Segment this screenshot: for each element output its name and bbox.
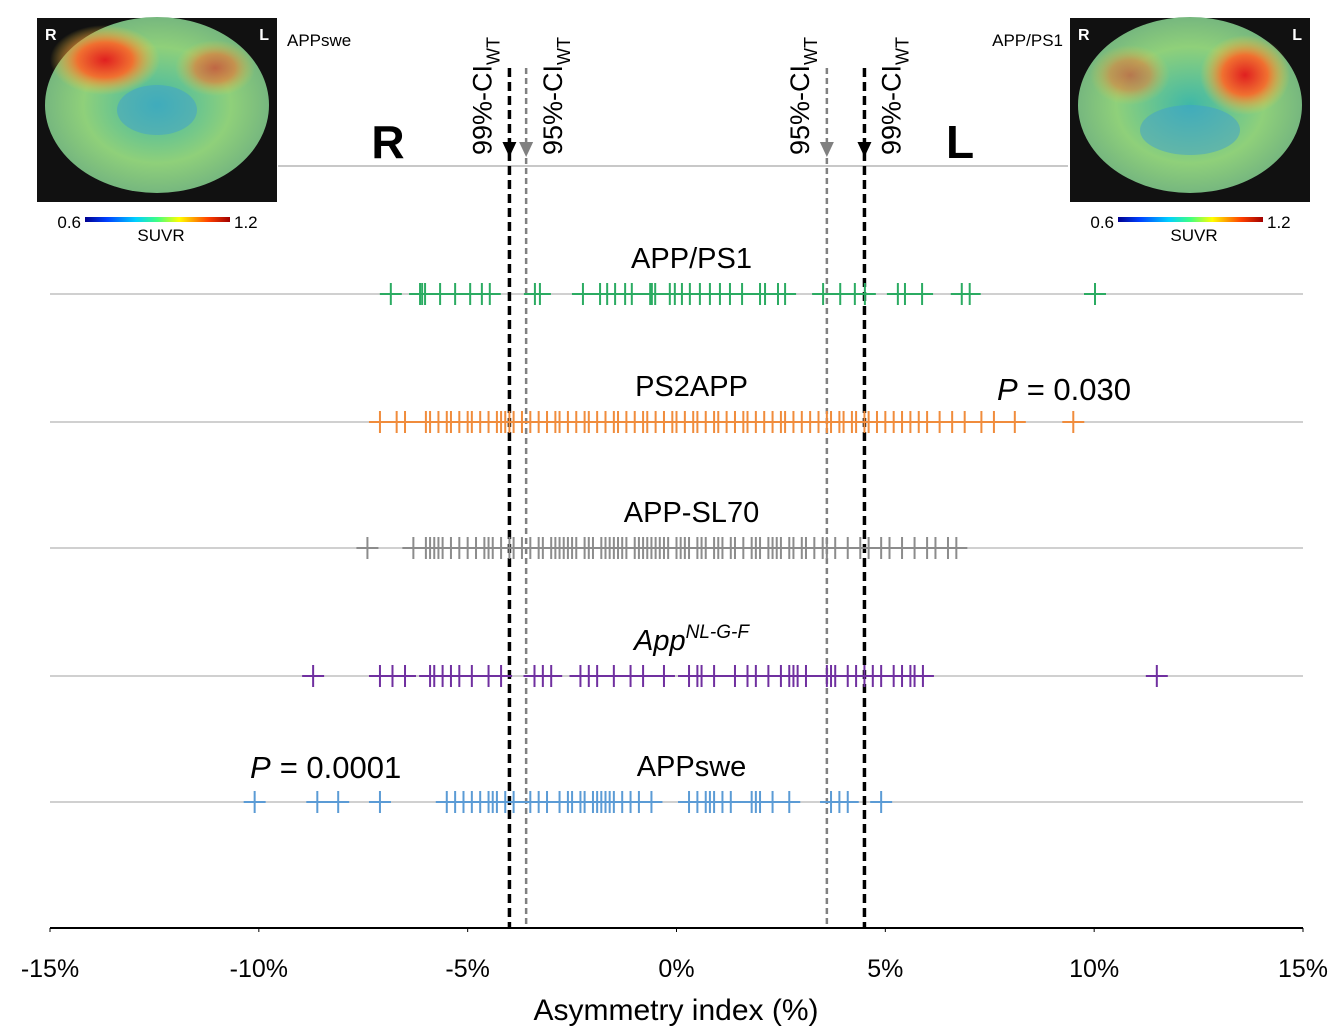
data-point — [620, 283, 643, 305]
annotation-italic: P — [997, 372, 1018, 407]
series-label-text: APP-SL70 — [624, 497, 759, 529]
colorbar-label: SUVR — [1170, 226, 1217, 245]
data-point — [394, 411, 417, 433]
data-point — [1003, 411, 1026, 433]
data-point — [356, 537, 379, 559]
x-tick-label: 10% — [1069, 955, 1119, 983]
image-side-label: R — [45, 27, 57, 44]
colorbar — [1118, 217, 1263, 222]
data-point — [478, 283, 501, 305]
series-label: AppNL-G-F — [632, 622, 750, 657]
colorbar-max: 1.2 — [234, 213, 258, 232]
reference-label: 99%-CIWT — [876, 37, 912, 155]
colorbar-min: 0.6 — [1090, 213, 1114, 232]
data-point — [327, 791, 350, 813]
data-point — [379, 283, 402, 305]
series-label-text: App — [632, 625, 686, 657]
annotation-text: = 0.0001 — [280, 750, 402, 785]
series-label-text: APPswe — [637, 751, 747, 783]
data-point — [774, 283, 797, 305]
series-label: APP-SL70 — [624, 497, 759, 529]
data-point — [911, 665, 934, 687]
data-point — [1145, 665, 1168, 687]
image-caption: APPswe — [287, 31, 351, 50]
brain-image-left — [37, 17, 277, 202]
colorbar-max: 1.2 — [1267, 213, 1291, 232]
data-point — [306, 791, 329, 813]
reference-label-sub: WT — [483, 37, 503, 65]
data-point — [640, 791, 663, 813]
reference-label-text: 95%-CI — [785, 65, 815, 155]
colorbar — [85, 217, 230, 222]
data-point — [1084, 283, 1106, 305]
side-label: L — [946, 116, 974, 168]
data-point — [945, 537, 968, 559]
reference-label-sub: WT — [554, 37, 574, 65]
image-side-label: L — [1292, 27, 1302, 44]
x-axis-label: Asymmetry index (%) — [533, 994, 818, 1027]
data-point — [911, 283, 934, 305]
x-tick-label: -5% — [445, 955, 489, 983]
data-point — [982, 411, 1005, 433]
data-point — [778, 791, 801, 813]
annotation-italic: P — [250, 750, 271, 785]
reference-label-sub: WT — [892, 37, 912, 65]
data-point — [632, 665, 655, 687]
x-tick-label: -15% — [21, 955, 79, 983]
colorbar-label: SUVR — [137, 226, 184, 245]
series-label-sup: NL-G-F — [686, 622, 751, 643]
data-point — [302, 665, 325, 687]
data-point — [652, 665, 675, 687]
image-caption: APP/PS1 — [992, 31, 1063, 50]
reference-label-text: 95%-CI — [538, 65, 568, 155]
reference-label-sub: WT — [801, 37, 821, 65]
annotation: P = 0.0001 — [250, 750, 401, 785]
data-point — [368, 791, 391, 813]
x-tick-label: 0% — [658, 955, 694, 983]
reference-arrow — [857, 142, 872, 157]
reference-label: 95%-CIWT — [538, 37, 574, 155]
data-point — [794, 665, 817, 687]
data-point — [703, 665, 726, 687]
series-label-text: PS2APP — [635, 371, 748, 403]
reference-label: 99%-CIWT — [467, 37, 503, 155]
brain-image-right — [1070, 17, 1310, 202]
data-point — [243, 791, 266, 813]
data-point — [853, 283, 876, 305]
reference-arrow — [819, 142, 834, 157]
data-point — [719, 791, 742, 813]
image-side-label: L — [259, 27, 269, 44]
series-label: APP/PS1 — [631, 243, 752, 275]
data-point — [540, 665, 563, 687]
reference-arrow — [502, 142, 517, 157]
colorbar-min: 0.6 — [57, 213, 81, 232]
side-label: R — [371, 116, 404, 168]
annotation: P = 0.030 — [997, 372, 1131, 407]
x-tick-label: 5% — [867, 955, 903, 983]
data-point — [958, 283, 981, 305]
series-label-text: APP/PS1 — [631, 243, 752, 275]
data-point — [490, 665, 513, 687]
series-label: APPswe — [637, 751, 747, 783]
data-point — [1062, 411, 1085, 433]
data-point — [394, 665, 417, 687]
data-point — [870, 791, 893, 813]
series-label: PS2APP — [635, 371, 748, 403]
x-tick-label: 15% — [1278, 955, 1328, 983]
reference-label: 95%-CIWT — [785, 37, 821, 155]
data-point — [528, 283, 551, 305]
reference-label-text: 99%-CI — [876, 65, 906, 155]
image-side-label: R — [1078, 27, 1090, 44]
data-point — [836, 791, 859, 813]
reference-arrow — [519, 142, 534, 157]
x-tick-label: -10% — [230, 955, 288, 983]
reference-label-text: 99%-CI — [467, 65, 497, 155]
annotation-text: = 0.030 — [1027, 372, 1131, 407]
